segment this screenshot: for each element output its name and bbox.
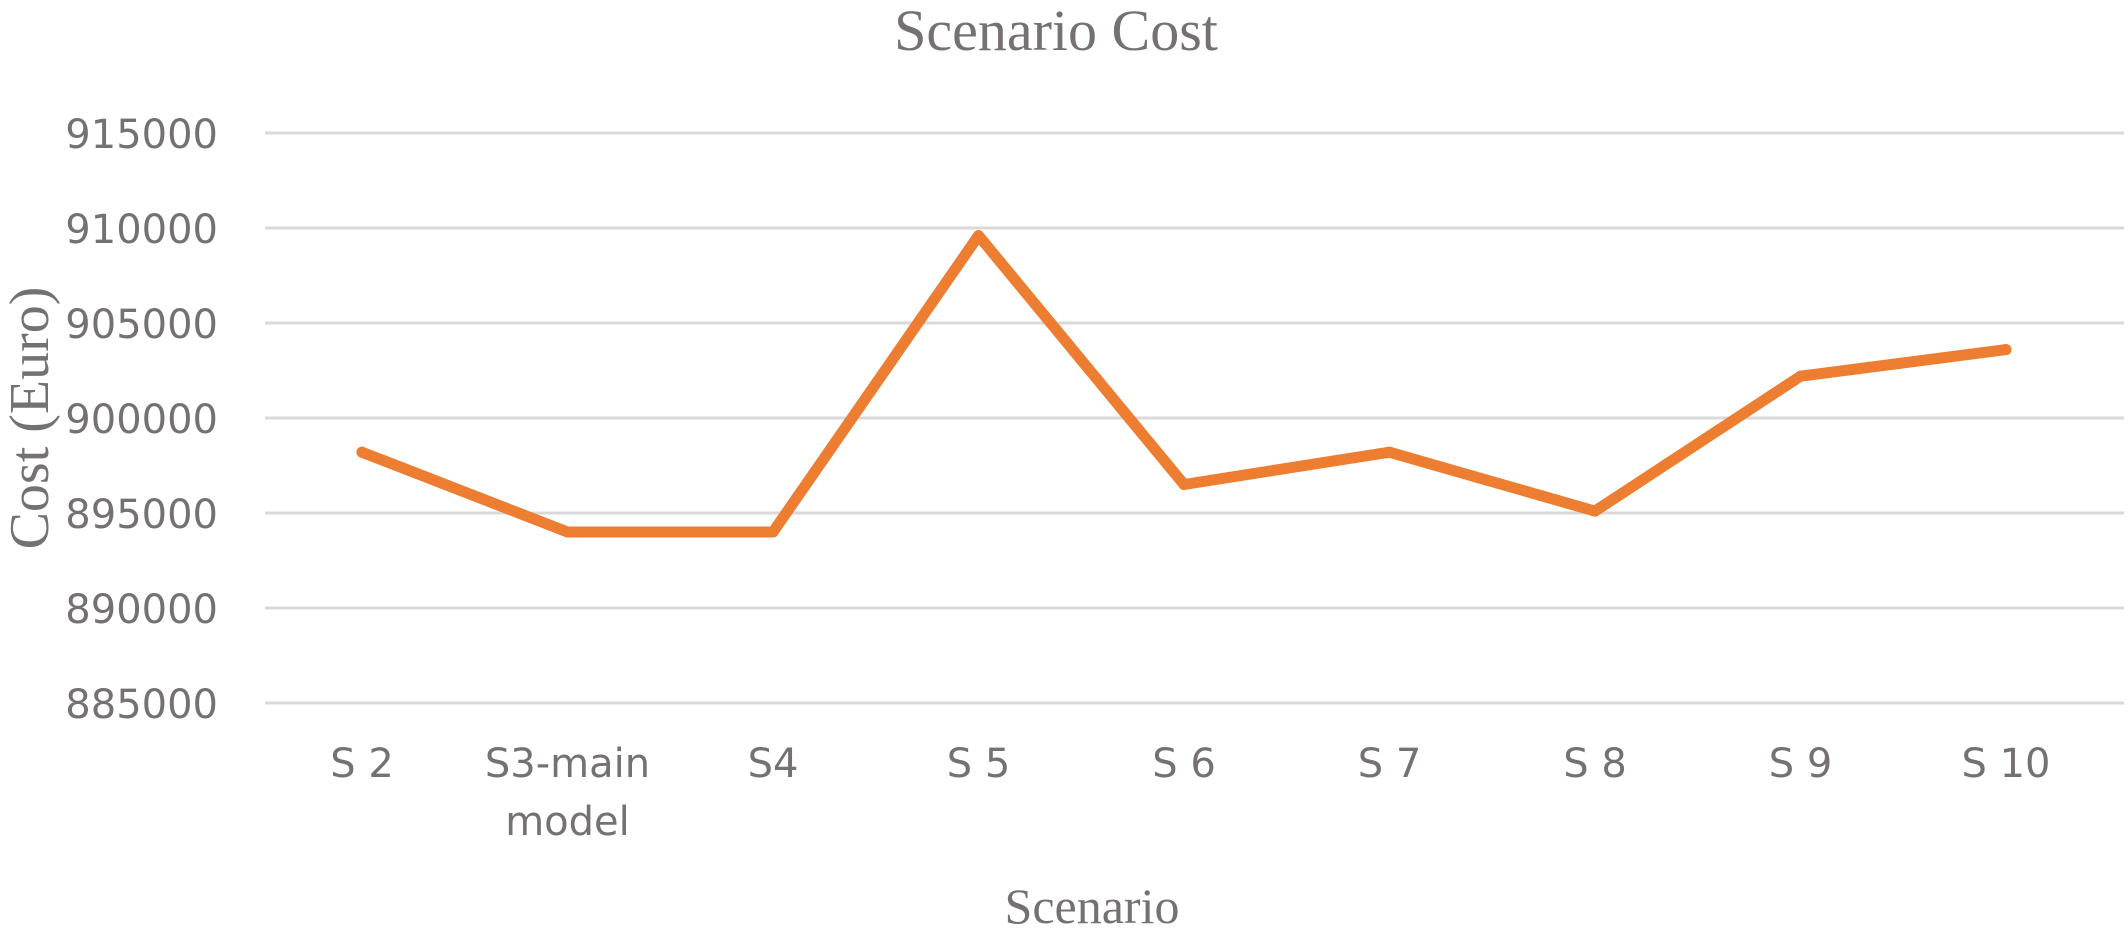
x-axis-ticks: S 2 S3-main model S4 S 5 S 6 S 7 S 8 S 9 S 10 [330, 741, 2050, 845]
x-tick-label: S 10 [1961, 741, 2050, 787]
data-point [2000, 344, 2012, 356]
x-tick-label: S 5 [947, 741, 1011, 787]
x-tick-label-line: S 8 [1563, 741, 1627, 787]
data-point [562, 526, 573, 538]
data-point [1795, 370, 1806, 382]
x-axis-title: Scenario [1005, 878, 1180, 934]
x-tick-label-line: S 2 [330, 741, 394, 787]
data-point [1178, 479, 1190, 490]
x-tick-label-line: S3-main [485, 741, 650, 787]
y-axis-ticks: 915000 910000 905000 900000 895000 890000 8850… [65, 112, 218, 728]
x-tick-label: S 7 [1358, 741, 1422, 787]
y-tick-label: 885000 [65, 682, 218, 728]
y-tick-label: 910000 [65, 207, 218, 253]
y-tick-label: 890000 [65, 587, 218, 633]
data-point [356, 446, 368, 458]
x-tick-label: S 8 [1563, 741, 1627, 787]
x-tick-label-line: S 6 [1152, 741, 1216, 787]
y-tick-label: 905000 [65, 302, 218, 348]
data-point [1589, 505, 1601, 517]
x-tick-label: S 2 [330, 741, 394, 787]
x-tick-label: S4 [748, 741, 799, 787]
y-axis-title: Cost (Euro) [0, 287, 61, 550]
chart-title: Scenario Cost [894, 0, 1218, 63]
data-point [973, 230, 984, 242]
x-tick-label-line: S 10 [1961, 741, 2050, 787]
x-tick-label: S3-main model [485, 741, 650, 845]
x-tick-label-line: S 5 [947, 741, 1011, 787]
x-tick-label-line: S 9 [1769, 741, 1833, 787]
x-tick-label: S 6 [1152, 741, 1216, 787]
x-tick-label-line: S4 [748, 741, 799, 787]
y-tick-label: 900000 [65, 397, 218, 443]
series-layer [356, 230, 2012, 538]
x-tick-label-line: model [505, 799, 630, 845]
x-tick-label: S 9 [1769, 741, 1833, 787]
data-point [1384, 446, 1395, 458]
data-point [767, 526, 779, 538]
gridlines [265, 131, 2124, 705]
x-tick-label-line: S 7 [1358, 741, 1422, 787]
y-tick-label: 895000 [65, 492, 218, 538]
y-tick-label: 915000 [65, 112, 218, 158]
